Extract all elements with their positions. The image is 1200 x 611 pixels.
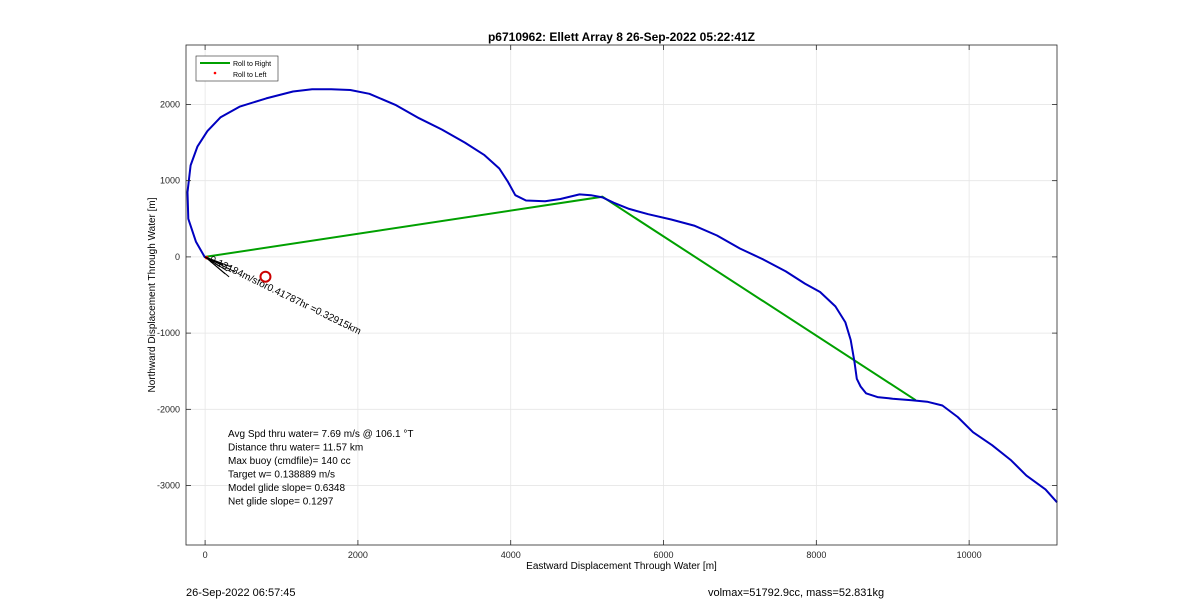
legend-box [195, 55, 279, 82]
y-tick-label: -2000 [157, 404, 180, 414]
x-tick-label: 4000 [501, 550, 521, 560]
legend-swatch-roll-left [213, 71, 217, 75]
y-tick-label: 1000 [160, 176, 180, 186]
legend: Roll to Right Roll to Left [195, 55, 279, 82]
plot-frame [185, 44, 1058, 546]
target-marker [259, 270, 272, 283]
stats-line: Avg Spd thru water= 7.69 m/s @ 106.1 °T [228, 429, 413, 440]
y-tick-label: -1000 [157, 328, 180, 338]
x-tick-label: 0 [203, 550, 208, 560]
x-tick-label: 8000 [806, 550, 826, 560]
stats-line: Distance thru water= 11.57 km [228, 442, 363, 453]
current-arrow [204, 256, 236, 273]
x-tick-label: 6000 [654, 550, 674, 560]
stats-line: Model glide slope= 0.6348 [228, 483, 345, 494]
series-trajectory-line [186, 88, 1058, 503]
plot-area [186, 45, 1057, 545]
stats-line: Target w= 0.138889 m/s [228, 469, 335, 480]
x-axis-label: Eastward Displacement Through Water [m] [526, 561, 717, 572]
y-tick-label: -3000 [157, 481, 180, 491]
stats-line: Max buoy (cmdfile)= 140 cc [228, 456, 351, 467]
footer-vol-mass: volmax=51792.9cc, mass=52.831kg [708, 587, 885, 599]
stats-line: Net glide slope= 0.1297 [228, 496, 334, 507]
y-axis-label: Northward Displacement Through Water [m] [147, 197, 158, 392]
legend-label-roll-left: Roll to Left [233, 72, 267, 79]
x-tick-label: 10000 [957, 550, 982, 560]
footer-timestamp: 26-Sep-2022 06:57:45 [186, 587, 296, 599]
x-tick-label: 2000 [348, 550, 368, 560]
axes: 0 2000 4000 6000 8000 10000 -3000 -2000 -1000 0 10… [157, 45, 1057, 560]
chart-title: p6710962: Ellett Array 8 26-Sep-2022 05:… [488, 30, 755, 44]
grid [186, 45, 1057, 545]
y-tick-label: 2000 [160, 99, 180, 109]
current-arrow [204, 256, 230, 278]
y-tick-label: 0 [175, 252, 180, 262]
legend-label-roll-right: Roll to Right [233, 61, 271, 68]
